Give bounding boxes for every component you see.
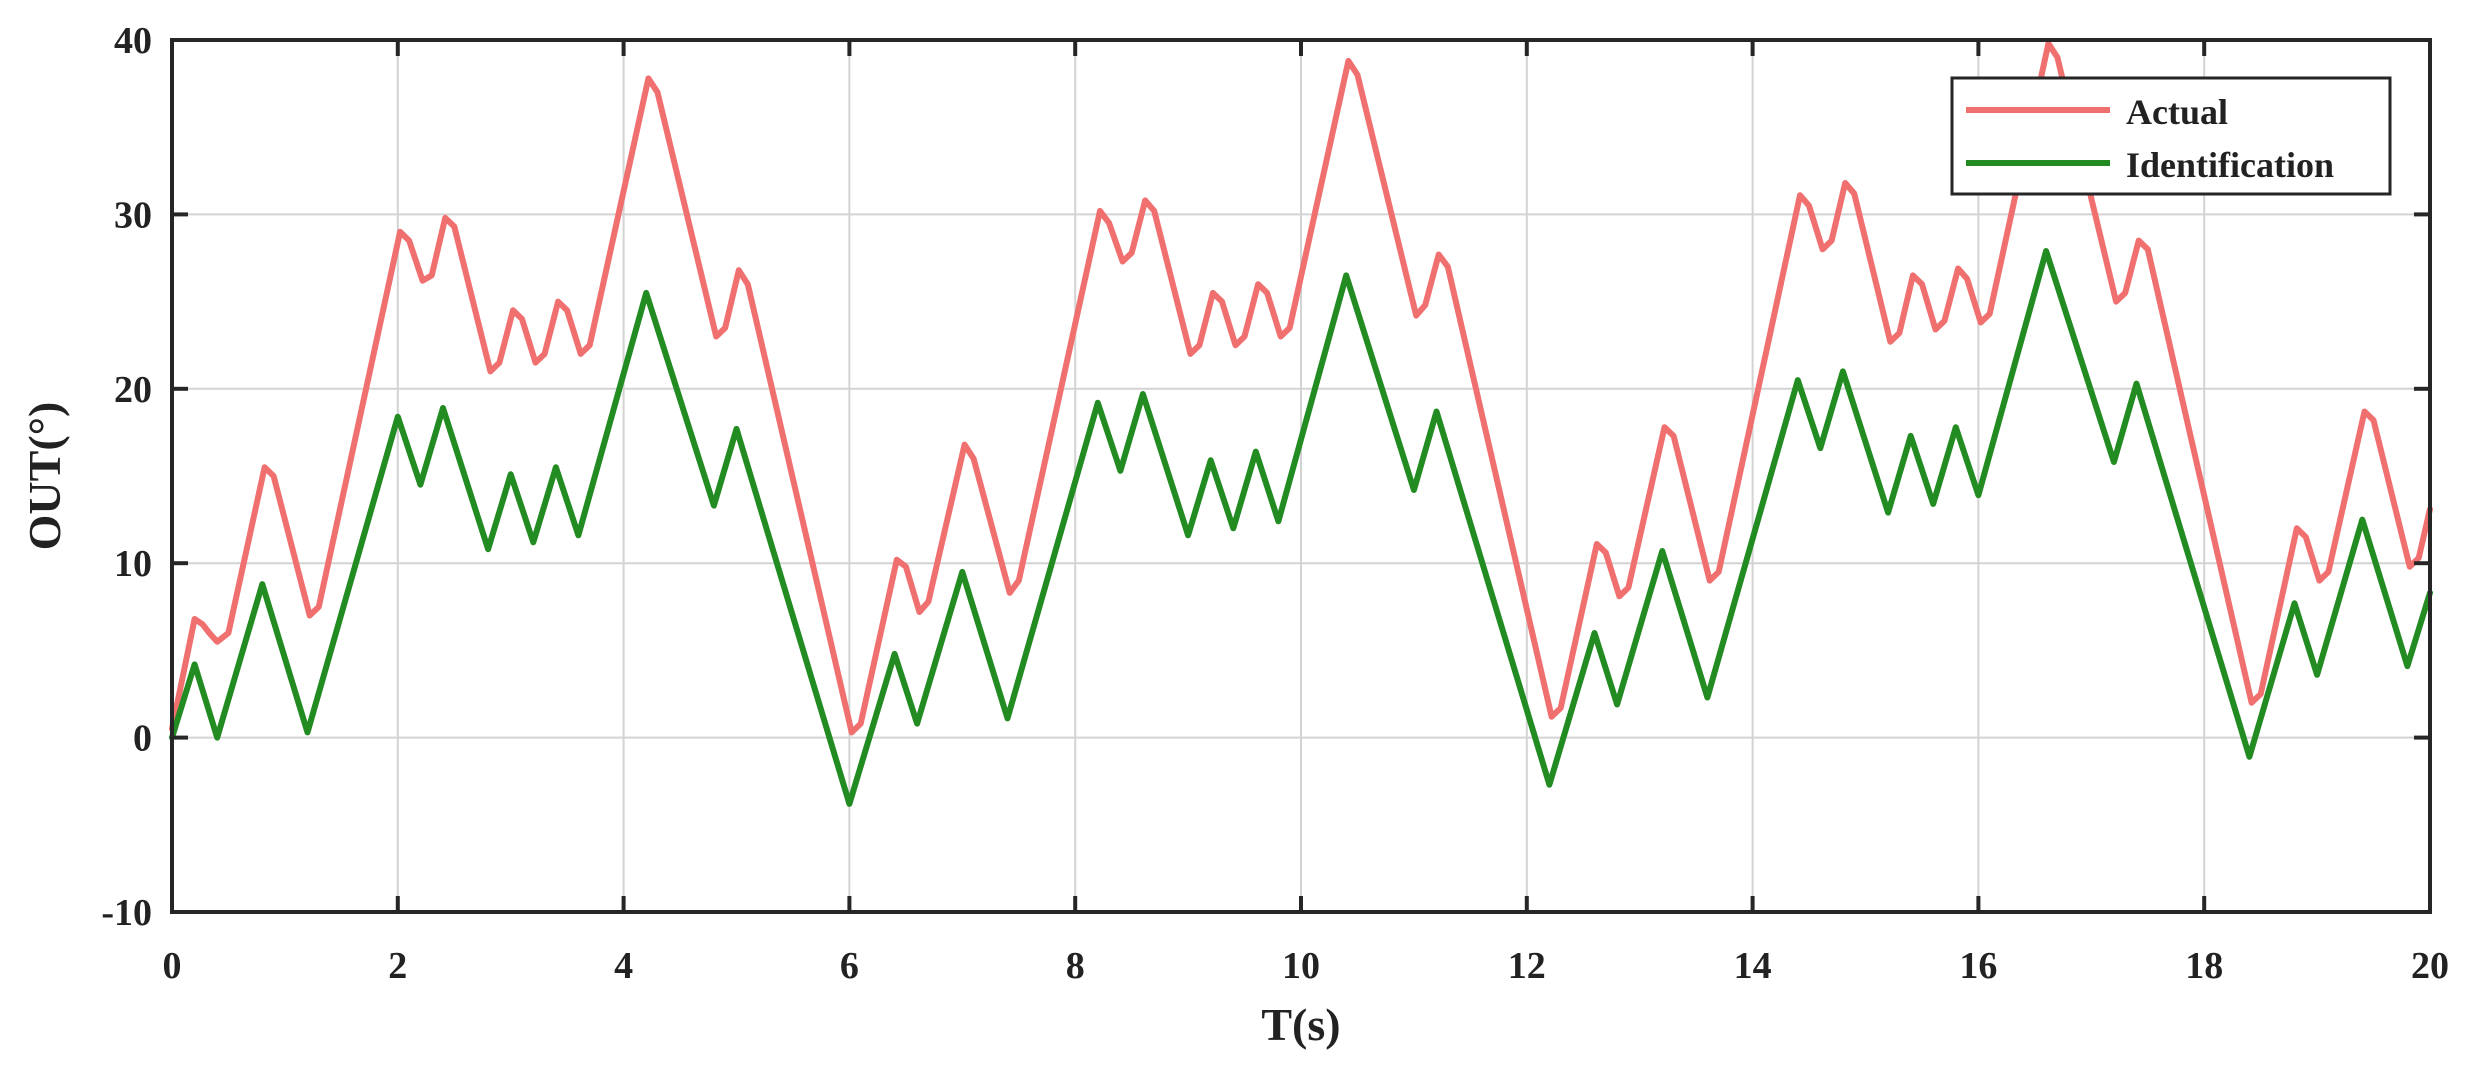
y-axis-label: OUT(°) (19, 402, 70, 551)
series-lines (169, 40, 2433, 807)
x-tick-labels: 0 2 4 6 8 10 12 14 16 18 20 (163, 945, 2450, 987)
series-line-identification (169, 248, 2433, 807)
axis-ticks (170, 38, 2432, 914)
x-tick-label: 8 (1066, 945, 1085, 987)
x-tick-label: 16 (1959, 945, 1997, 987)
x-tick-label: 18 (2185, 945, 2223, 987)
y-tick-label: -10 (101, 892, 152, 934)
x-tick-label: 2 (388, 945, 407, 987)
y-tick-labels: -10 0 10 20 30 40 (101, 20, 152, 934)
x-tick-label: 6 (840, 945, 859, 987)
y-tick-label: 40 (114, 20, 152, 62)
x-tick-label: 14 (1734, 945, 1772, 987)
x-tick-label: 12 (1508, 945, 1546, 987)
x-tick-label: 20 (2411, 945, 2449, 987)
x-tick-label: 10 (1282, 945, 1320, 987)
legend: Actual Identification (1950, 76, 2392, 196)
x-tick-label: 0 (163, 945, 182, 987)
legend-label-actual: Actual (2126, 92, 2228, 132)
x-axis-label: T(s) (1261, 999, 1340, 1050)
y-tick-label: 30 (114, 194, 152, 236)
x-tick-label: 4 (614, 945, 633, 987)
series-line-actual (169, 40, 2433, 736)
y-tick-label: 10 (114, 543, 152, 585)
legend-label-identification: Identification (2126, 145, 2334, 185)
legend-box (1950, 76, 2392, 196)
y-tick-label: 0 (133, 718, 152, 760)
y-tick-label: 20 (114, 369, 152, 411)
